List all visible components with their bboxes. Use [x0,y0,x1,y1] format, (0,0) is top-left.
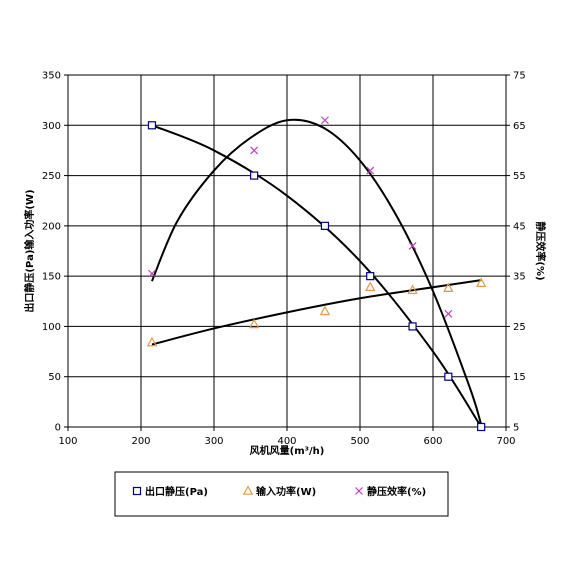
point-static-pressure [477,422,486,432]
point-efficiency [148,269,156,278]
point-input-power [248,318,260,329]
legend-item-input-power: 输入功率(W) [242,485,316,498]
legend-label: 出口静压(Pa) [145,485,208,498]
y-right-tick-label: 75 [513,71,526,82]
point-input-power [407,284,418,295]
y-right-tick-label: 5 [513,423,519,434]
x-tick-label: 100 [58,436,77,447]
point-static-pressure [320,221,330,230]
point-efficiency [250,146,259,155]
y-left-tick-label: 350 [42,71,61,82]
point-static-pressure [444,372,453,381]
point-static-pressure [147,121,157,130]
point-input-power [319,305,331,316]
x-tick-label: 200 [131,436,150,447]
y-axis-right: 5 15 25 35 45 55 65 75 [506,71,526,434]
y-axis-right-title: 静压效率(%) [534,221,547,280]
grid [68,75,506,427]
legend-swatch [355,487,363,495]
y-left-tick-label: 250 [42,171,61,182]
point-input-power [443,282,454,293]
point-efficiency [366,166,375,175]
x-axis: 100 200 300 400 500 600 700 [58,427,516,447]
x-axis-title: 风机风量(m³/h) [250,444,325,457]
y-left-tick-label: 0 [55,423,61,434]
point-efficiency [321,116,329,125]
legend-item-static-pressure: 出口静压(Pa) [132,485,208,498]
legend-label: 静压效率(%) [367,485,426,498]
y-left-tick-label: 200 [42,221,61,232]
legend: 出口静压(Pa) 输入功率(W) 静压效率(%) [114,471,449,517]
y-right-tick-label: 55 [513,171,526,182]
y-right-tick-label: 35 [513,272,526,283]
y-left-tick-label: 300 [42,121,61,132]
y-right-tick-label: 45 [513,221,526,232]
x-tick-label: 500 [350,436,369,447]
legend-box [114,471,449,517]
x-tick-label: 600 [423,436,442,447]
y-left-tick-label: 150 [42,272,61,283]
x-tick-label: 700 [496,436,515,447]
y-axis-left: 0 50 100 150 200 250 300 350 [42,71,68,434]
trend-layer [151,118,483,428]
legend-swatch [132,486,142,496]
y-right-tick-label: 25 [513,322,526,333]
y-right-tick-label: 65 [513,121,526,132]
point-static-pressure [408,322,417,331]
point-static-pressure [366,272,375,281]
point-input-power [365,281,376,292]
point-input-power [146,336,158,347]
point-efficiency [408,242,417,250]
x-tick-label: 300 [204,436,223,447]
legend-swatch [242,485,254,495]
y-right-tick-label: 15 [513,372,526,383]
trendline-static-pressure [151,124,483,428]
point-static-pressure [250,171,259,180]
point-input-power [475,277,487,287]
point-efficiency [444,309,453,318]
marker-layer [146,116,487,432]
trendline-input-power [151,279,482,346]
legend-item-efficiency: 静压效率(%) [355,485,426,498]
x-tick-label: 400 [277,436,296,447]
trendline-efficiency [151,118,483,425]
legend-label: 输入功率(W) [256,485,316,498]
y-left-tick-label: 50 [48,372,61,383]
y-axis-left-title: 出口静压(Pa)输入功率(W) [23,189,36,312]
y-left-tick-label: 100 [42,322,61,333]
